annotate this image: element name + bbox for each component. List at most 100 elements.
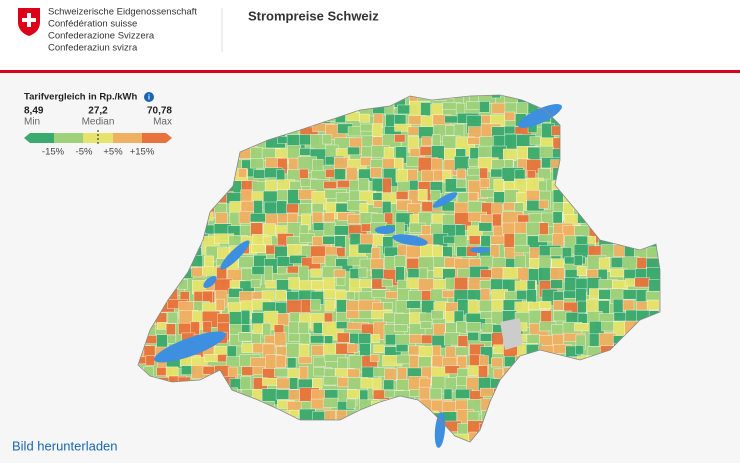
municipality bbox=[251, 244, 266, 253]
municipality bbox=[419, 146, 434, 156]
municipality bbox=[310, 299, 321, 311]
stat-value: 8,49 bbox=[24, 106, 44, 117]
municipality bbox=[420, 321, 433, 329]
municipality bbox=[322, 235, 336, 245]
municipality bbox=[444, 332, 460, 346]
bin-label: +5% bbox=[103, 147, 123, 158]
municipality bbox=[347, 343, 359, 353]
municipality bbox=[241, 324, 251, 333]
stat-label: Min bbox=[24, 117, 40, 128]
municipality bbox=[467, 192, 479, 202]
municipality bbox=[347, 126, 362, 137]
bin-label: -15% bbox=[42, 147, 65, 158]
municipality bbox=[287, 357, 297, 369]
municipality bbox=[537, 168, 551, 180]
org-line: Schweizerische Eidgenossenschaft bbox=[48, 7, 197, 18]
municipality bbox=[311, 256, 325, 264]
municipality bbox=[443, 388, 453, 400]
municipality bbox=[577, 313, 589, 324]
municipality bbox=[240, 376, 252, 392]
stat-value: 27,2 bbox=[88, 106, 108, 117]
municipality bbox=[215, 212, 228, 225]
municipality bbox=[298, 203, 312, 216]
municipality bbox=[373, 344, 385, 354]
municipality bbox=[238, 256, 255, 268]
municipality bbox=[456, 321, 467, 335]
municipality bbox=[479, 101, 490, 113]
municipality bbox=[455, 102, 466, 114]
municipality bbox=[334, 168, 346, 180]
municipality bbox=[622, 289, 638, 300]
municipality bbox=[156, 322, 168, 330]
municipality bbox=[406, 277, 419, 289]
municipality bbox=[635, 289, 648, 303]
municipality bbox=[215, 298, 225, 311]
municipality bbox=[346, 398, 357, 409]
municipality bbox=[241, 366, 254, 376]
municipality bbox=[167, 311, 178, 324]
municipality bbox=[336, 332, 350, 343]
download-link[interactable]: Bild herunterladen bbox=[12, 438, 118, 453]
legend-title: Tarifvergleich in Rp./kWh bbox=[24, 92, 138, 103]
stat-label: Max bbox=[153, 117, 172, 128]
municipality bbox=[480, 189, 495, 198]
municipality bbox=[538, 255, 552, 269]
lake bbox=[154, 331, 226, 363]
municipality bbox=[250, 158, 265, 169]
municipality bbox=[634, 277, 650, 288]
municipality bbox=[288, 277, 300, 290]
info-icon[interactable] bbox=[144, 92, 154, 102]
municipality bbox=[467, 299, 480, 315]
lake bbox=[518, 104, 562, 128]
municipality bbox=[310, 335, 325, 344]
municipality bbox=[263, 223, 276, 236]
municipality bbox=[286, 265, 300, 274]
municipality bbox=[383, 379, 395, 390]
municipality bbox=[336, 277, 346, 286]
stat-value: 70,78 bbox=[147, 106, 172, 117]
municipality bbox=[479, 178, 490, 188]
municipality bbox=[360, 157, 372, 167]
municipality bbox=[298, 333, 310, 345]
municipality bbox=[478, 145, 494, 158]
municipality bbox=[382, 201, 392, 215]
municipality bbox=[359, 279, 372, 289]
lake bbox=[203, 276, 217, 288]
municipality bbox=[237, 168, 247, 178]
org-line: Confederaziun svizra bbox=[48, 43, 138, 54]
municipality bbox=[575, 345, 584, 355]
municipality bbox=[322, 134, 333, 145]
municipality bbox=[576, 266, 587, 276]
org-line: Confederazione Svizzera bbox=[48, 31, 155, 42]
municipality bbox=[357, 243, 373, 254]
municipality bbox=[323, 181, 337, 189]
municipality bbox=[529, 136, 542, 146]
municipality bbox=[454, 433, 471, 442]
municipality bbox=[347, 146, 361, 156]
municipality bbox=[358, 267, 368, 278]
page-title: Strompreise Schweiz bbox=[248, 8, 379, 23]
municipality bbox=[492, 257, 506, 269]
municipality bbox=[490, 357, 503, 368]
municipality bbox=[324, 299, 336, 312]
municipality bbox=[250, 279, 261, 288]
municipality bbox=[454, 156, 470, 171]
municipality bbox=[202, 266, 219, 276]
municipality bbox=[648, 279, 660, 292]
municipality bbox=[552, 300, 564, 311]
municipality bbox=[491, 299, 505, 312]
municipality bbox=[370, 334, 380, 344]
municipality bbox=[357, 178, 369, 192]
municipality bbox=[275, 355, 286, 368]
municipality bbox=[481, 115, 492, 124]
municipality bbox=[514, 221, 528, 234]
municipality bbox=[552, 211, 563, 224]
municipality bbox=[262, 236, 272, 246]
municipality bbox=[145, 355, 155, 366]
municipality bbox=[646, 299, 660, 310]
municipality bbox=[382, 301, 393, 310]
header-rule bbox=[0, 70, 740, 73]
municipality bbox=[323, 222, 336, 236]
municipality bbox=[417, 189, 428, 201]
